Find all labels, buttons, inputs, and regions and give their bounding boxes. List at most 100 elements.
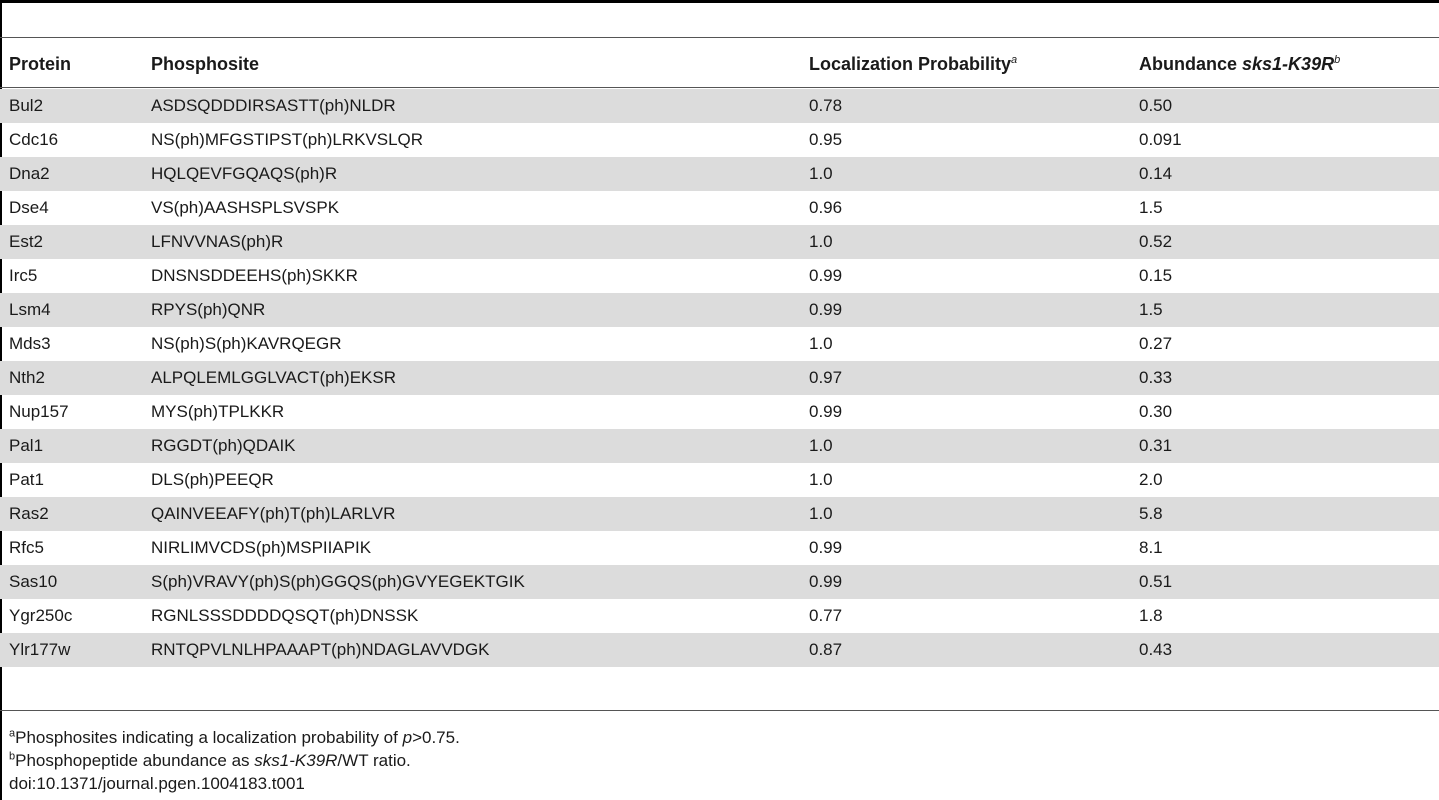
cell-localization-probability: 1.0: [809, 334, 833, 353]
cell-abundance: 0.091: [1139, 130, 1182, 149]
table-row: Ygr250c RGNLSSSDDDDQSQT(ph)DNSSK 0.77 1.8: [0, 599, 1439, 633]
table-row: Ylr177w RNTQPVLNLHPAAAPT(ph)NDAGLAVVDGK 0.…: [0, 633, 1439, 667]
cell-phosphosite: QAINVEEAFY(ph)T(ph)LARLVR: [151, 497, 809, 531]
footnote-a: aPhosphosites indicating a localization …: [9, 726, 460, 749]
table-row: Mds3 NS(ph)S(ph)KAVRQEGR 1.0 0.27: [0, 327, 1439, 361]
cell-phosphosite: NIRLIMVCDS(ph)MSPIIAPIK: [151, 538, 372, 557]
footnote-a-variable: p: [402, 728, 413, 747]
cell-abundance: 0.52: [1139, 225, 1439, 259]
cell-protein: Rfc5: [9, 538, 44, 557]
header-localization-probability: Localization Probabilitya: [809, 38, 1139, 89]
cell-localization-probability: 0.77: [809, 606, 843, 625]
footnote-a-marker: a: [9, 727, 16, 740]
cell-protein: Nup157: [9, 402, 69, 421]
table-row: Irc5 DNSNSDDEEHS(ph)SKKR 0.99 0.15: [0, 259, 1439, 293]
footnote-b-rest: /WT ratio.: [337, 751, 411, 770]
cell-phosphosite: RGGDT(ph)QDAIK: [151, 429, 809, 463]
cell-abundance: 2.0: [1139, 470, 1163, 489]
table-body: Bul2 ASDSQDDDIRSASTT(ph)NLDR 0.78 0.50 Cdc16…: [0, 89, 1439, 667]
header-phosphosite: Phosphosite: [151, 54, 260, 74]
cell-localization-probability: 1.0: [809, 225, 1139, 259]
table-row: Sas10 S(ph)VRAVY(ph)S(ph)GGQS(ph)GVYEGEKT…: [0, 565, 1439, 599]
footnote-b-text: Phosphopeptide abundance as: [15, 751, 255, 770]
cell-abundance: 0.15: [1139, 266, 1173, 285]
header-protein: Protein: [9, 54, 72, 74]
table-row: Pat1 DLS(ph)PEEQR 1.0 2.0: [0, 463, 1439, 497]
footnote-marker-a: a: [1011, 54, 1018, 66]
cell-protein: Ygr250c: [9, 606, 73, 625]
cell-localization-probability: 1.0: [809, 429, 1139, 463]
cell-abundance: 0.31: [1139, 429, 1439, 463]
footnote-b-strain: sks1-K39R: [254, 751, 338, 770]
phosphosite-table: Protein Phosphosite Localization Probabi…: [0, 38, 1439, 667]
table-row: Lsm4 RPYS(ph)QNR 0.99 1.5: [0, 293, 1439, 327]
cell-localization-probability: 0.95: [809, 130, 843, 149]
cell-phosphosite: LFNVVNAS(ph)R: [151, 225, 809, 259]
table-row: Pal1 RGGDT(ph)QDAIK 1.0 0.31: [0, 429, 1439, 463]
cell-localization-probability: 0.97: [809, 361, 1139, 395]
cell-phosphosite: MYS(ph)TPLKKR: [151, 402, 285, 421]
cell-protein: Dse4: [9, 198, 49, 217]
cell-protein: Dna2: [0, 157, 151, 191]
cell-abundance: 5.8: [1139, 497, 1439, 531]
cell-localization-probability: 0.87: [809, 633, 1139, 667]
cell-phosphosite: NS(ph)S(ph)KAVRQEGR: [151, 334, 342, 353]
footnote-b: bPhosphopeptide abundance as sks1-K39R/W…: [9, 749, 460, 772]
footnote-b-marker: b: [9, 750, 16, 763]
footnote-a-text: Phosphosites indicating a localization p…: [15, 728, 403, 747]
cell-protein: Irc5: [9, 266, 38, 285]
top-border: [0, 0, 1439, 3]
cell-phosphosite: DNSNSDDEEHS(ph)SKKR: [151, 266, 358, 285]
table-row: Est2 LFNVVNAS(ph)R 1.0 0.52: [0, 225, 1439, 259]
cell-abundance: 0.51: [1139, 565, 1439, 599]
footnote-marker-b: b: [1334, 54, 1341, 66]
cell-protein: Ras2: [0, 497, 151, 531]
cell-localization-probability: 0.99: [809, 402, 843, 421]
cell-protein: Lsm4: [0, 293, 151, 327]
cell-phosphosite: DLS(ph)PEEQR: [151, 470, 274, 489]
cell-abundance: 0.50: [1139, 89, 1439, 123]
header-abundance-label: Abundance: [1139, 54, 1243, 74]
cell-protein: Ylr177w: [0, 633, 151, 667]
cell-phosphosite: RGNLSSSDDDDQSQT(ph)DNSSK: [151, 606, 419, 625]
table-row: Dse4 VS(ph)AASHSPLSVSPK 0.96 1.5: [0, 191, 1439, 225]
cell-localization-probability: 1.0: [809, 497, 1139, 531]
cell-abundance: 1.5: [1139, 198, 1163, 217]
cell-phosphosite: RPYS(ph)QNR: [151, 293, 809, 327]
table-row: Rfc5 NIRLIMVCDS(ph)MSPIIAPIK 0.99 8.1: [0, 531, 1439, 565]
cell-phosphosite: RNTQPVLNLHPAAAPT(ph)NDAGLAVVDGK: [151, 633, 809, 667]
header-localization-label: Localization Probability: [809, 54, 1012, 74]
table-header-row: Protein Phosphosite Localization Probabi…: [0, 38, 1439, 89]
cell-protein: Bul2: [0, 89, 151, 123]
cell-protein: Pat1: [9, 470, 44, 489]
cell-protein: Nth2: [0, 361, 151, 395]
cell-abundance: 0.14: [1139, 157, 1439, 191]
table-row: Nup157 MYS(ph)TPLKKR 0.99 0.30: [0, 395, 1439, 429]
table-row: Cdc16 NS(ph)MFGSTIPST(ph)LRKVSLQR 0.95 0.09…: [0, 123, 1439, 157]
header-abundance: Abundance sks1-K39Rb: [1139, 38, 1439, 89]
cell-localization-probability: 1.0: [809, 470, 833, 489]
footnote-a-relation: >0.75.: [412, 728, 460, 747]
cell-localization-probability: 0.96: [809, 198, 843, 217]
table-row: Dna2 HQLQEVFGQAQS(ph)R 1.0 0.14: [0, 157, 1439, 191]
doi-link[interactable]: doi:10.1371/journal.pgen.1004183.t001: [9, 774, 305, 793]
cell-phosphosite: ASDSQDDDIRSASTT(ph)NLDR: [151, 89, 809, 123]
cell-abundance: 1.8: [1139, 606, 1163, 625]
cell-phosphosite: VS(ph)AASHSPLSVSPK: [151, 198, 340, 217]
cell-localization-probability: 0.99: [809, 538, 843, 557]
cell-abundance: 0.27: [1139, 334, 1173, 353]
left-border: [0, 0, 2, 800]
cell-protein: Pal1: [0, 429, 151, 463]
cell-protein: Sas10: [0, 565, 151, 599]
cell-phosphosite: HQLQEVFGQAQS(ph)R: [151, 157, 809, 191]
table-row: Ras2 QAINVEEAFY(ph)T(ph)LARLVR 1.0 5.8: [0, 497, 1439, 531]
cell-protein: Est2: [0, 225, 151, 259]
header-top-rule: [0, 37, 1439, 38]
table-row: Nth2 ALPQLEMLGGLVACT(ph)EKSR 0.97 0.33: [0, 361, 1439, 395]
header-abundance-strain: sks1-K39R: [1242, 54, 1335, 74]
cell-abundance: 0.33: [1139, 361, 1439, 395]
cell-localization-probability: 0.99: [809, 266, 843, 285]
cell-phosphosite: NS(ph)MFGSTIPST(ph)LRKVSLQR: [151, 130, 424, 149]
cell-phosphosite: S(ph)VRAVY(ph)S(ph)GGQS(ph)GVYEGEKTGIK: [151, 565, 809, 599]
table-bottom-rule: [0, 710, 1439, 711]
